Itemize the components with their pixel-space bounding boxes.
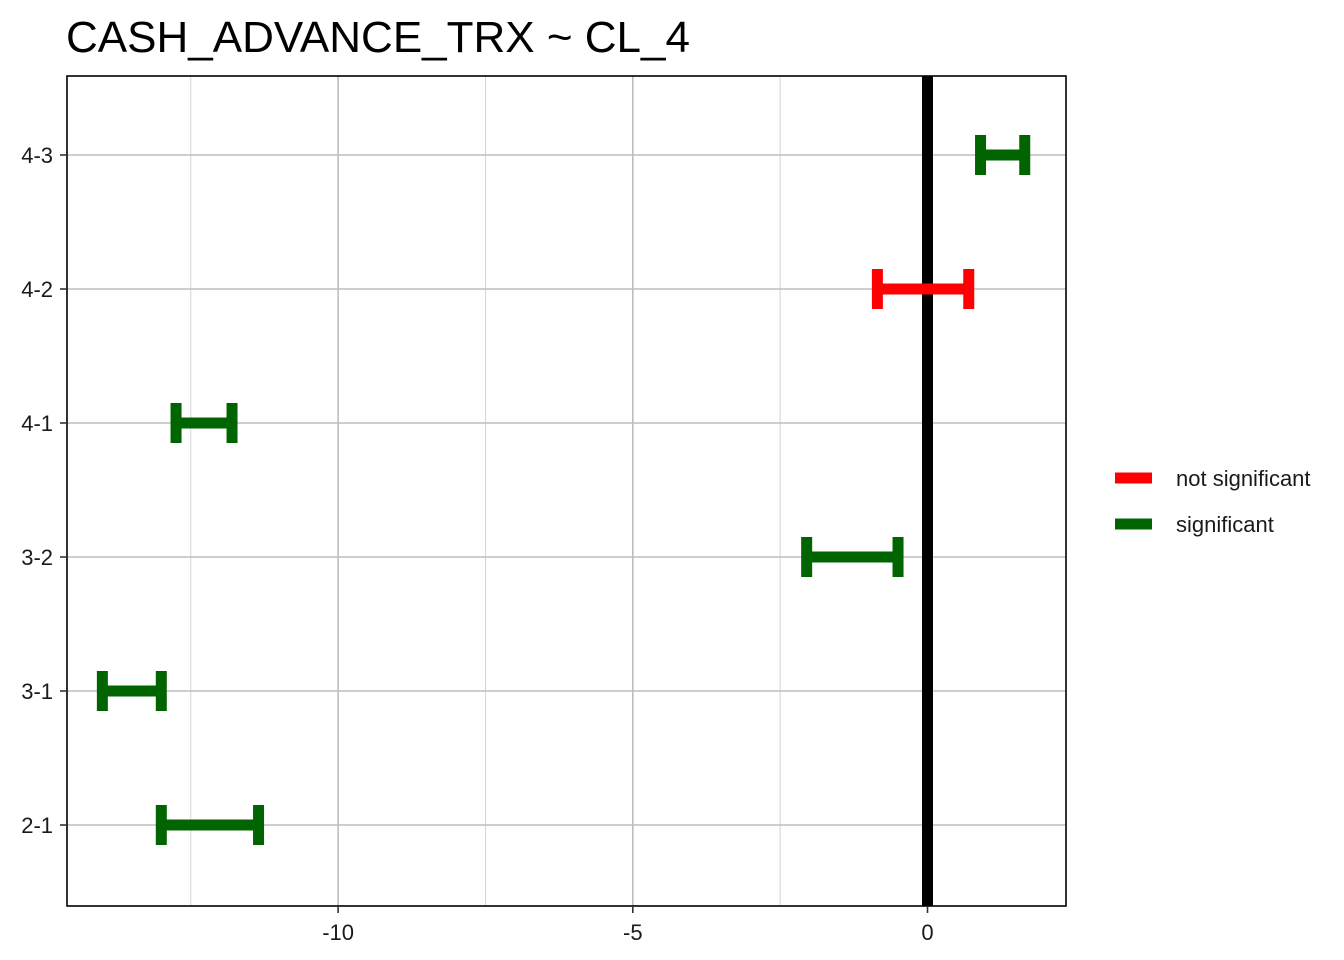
chart-title: CASH_ADVANCE_TRX ~ CL_4 [66, 13, 690, 62]
y-tick-label: 4-2 [21, 277, 53, 302]
x-tick-label: -5 [623, 920, 643, 945]
x-tick-label: -10 [322, 920, 354, 945]
errorbar-3-1 [96, 671, 167, 711]
y-tick-label: 2-1 [21, 813, 53, 838]
x-axis: -10 -5 0 [322, 906, 934, 945]
y-tick-label: 4-3 [21, 143, 53, 168]
errorbar-4-3 [975, 135, 1031, 175]
legend-item: not significant [1115, 466, 1311, 491]
y-axis: 2-1 3-1 3-2 4-1 4-2 4-3 [21, 143, 67, 838]
y-tick-label: 3-2 [21, 545, 53, 570]
y-tick-label: 3-1 [21, 679, 53, 704]
legend-label: not significant [1176, 466, 1311, 491]
errorbar-4-1 [170, 403, 238, 443]
y-tick-label: 4-1 [21, 411, 53, 436]
errorbar-2-1 [155, 805, 265, 845]
x-tick-label: 0 [921, 920, 933, 945]
interval-layer [96, 135, 1031, 845]
legend-item: significant [1115, 512, 1274, 537]
panel-border [66, 75, 1067, 907]
legend: not significant significant [1115, 466, 1311, 537]
legend-label: significant [1176, 512, 1274, 537]
errorbar-3-2 [801, 537, 904, 577]
errorbar-4-2 [871, 269, 975, 309]
grid [67, 76, 1066, 906]
